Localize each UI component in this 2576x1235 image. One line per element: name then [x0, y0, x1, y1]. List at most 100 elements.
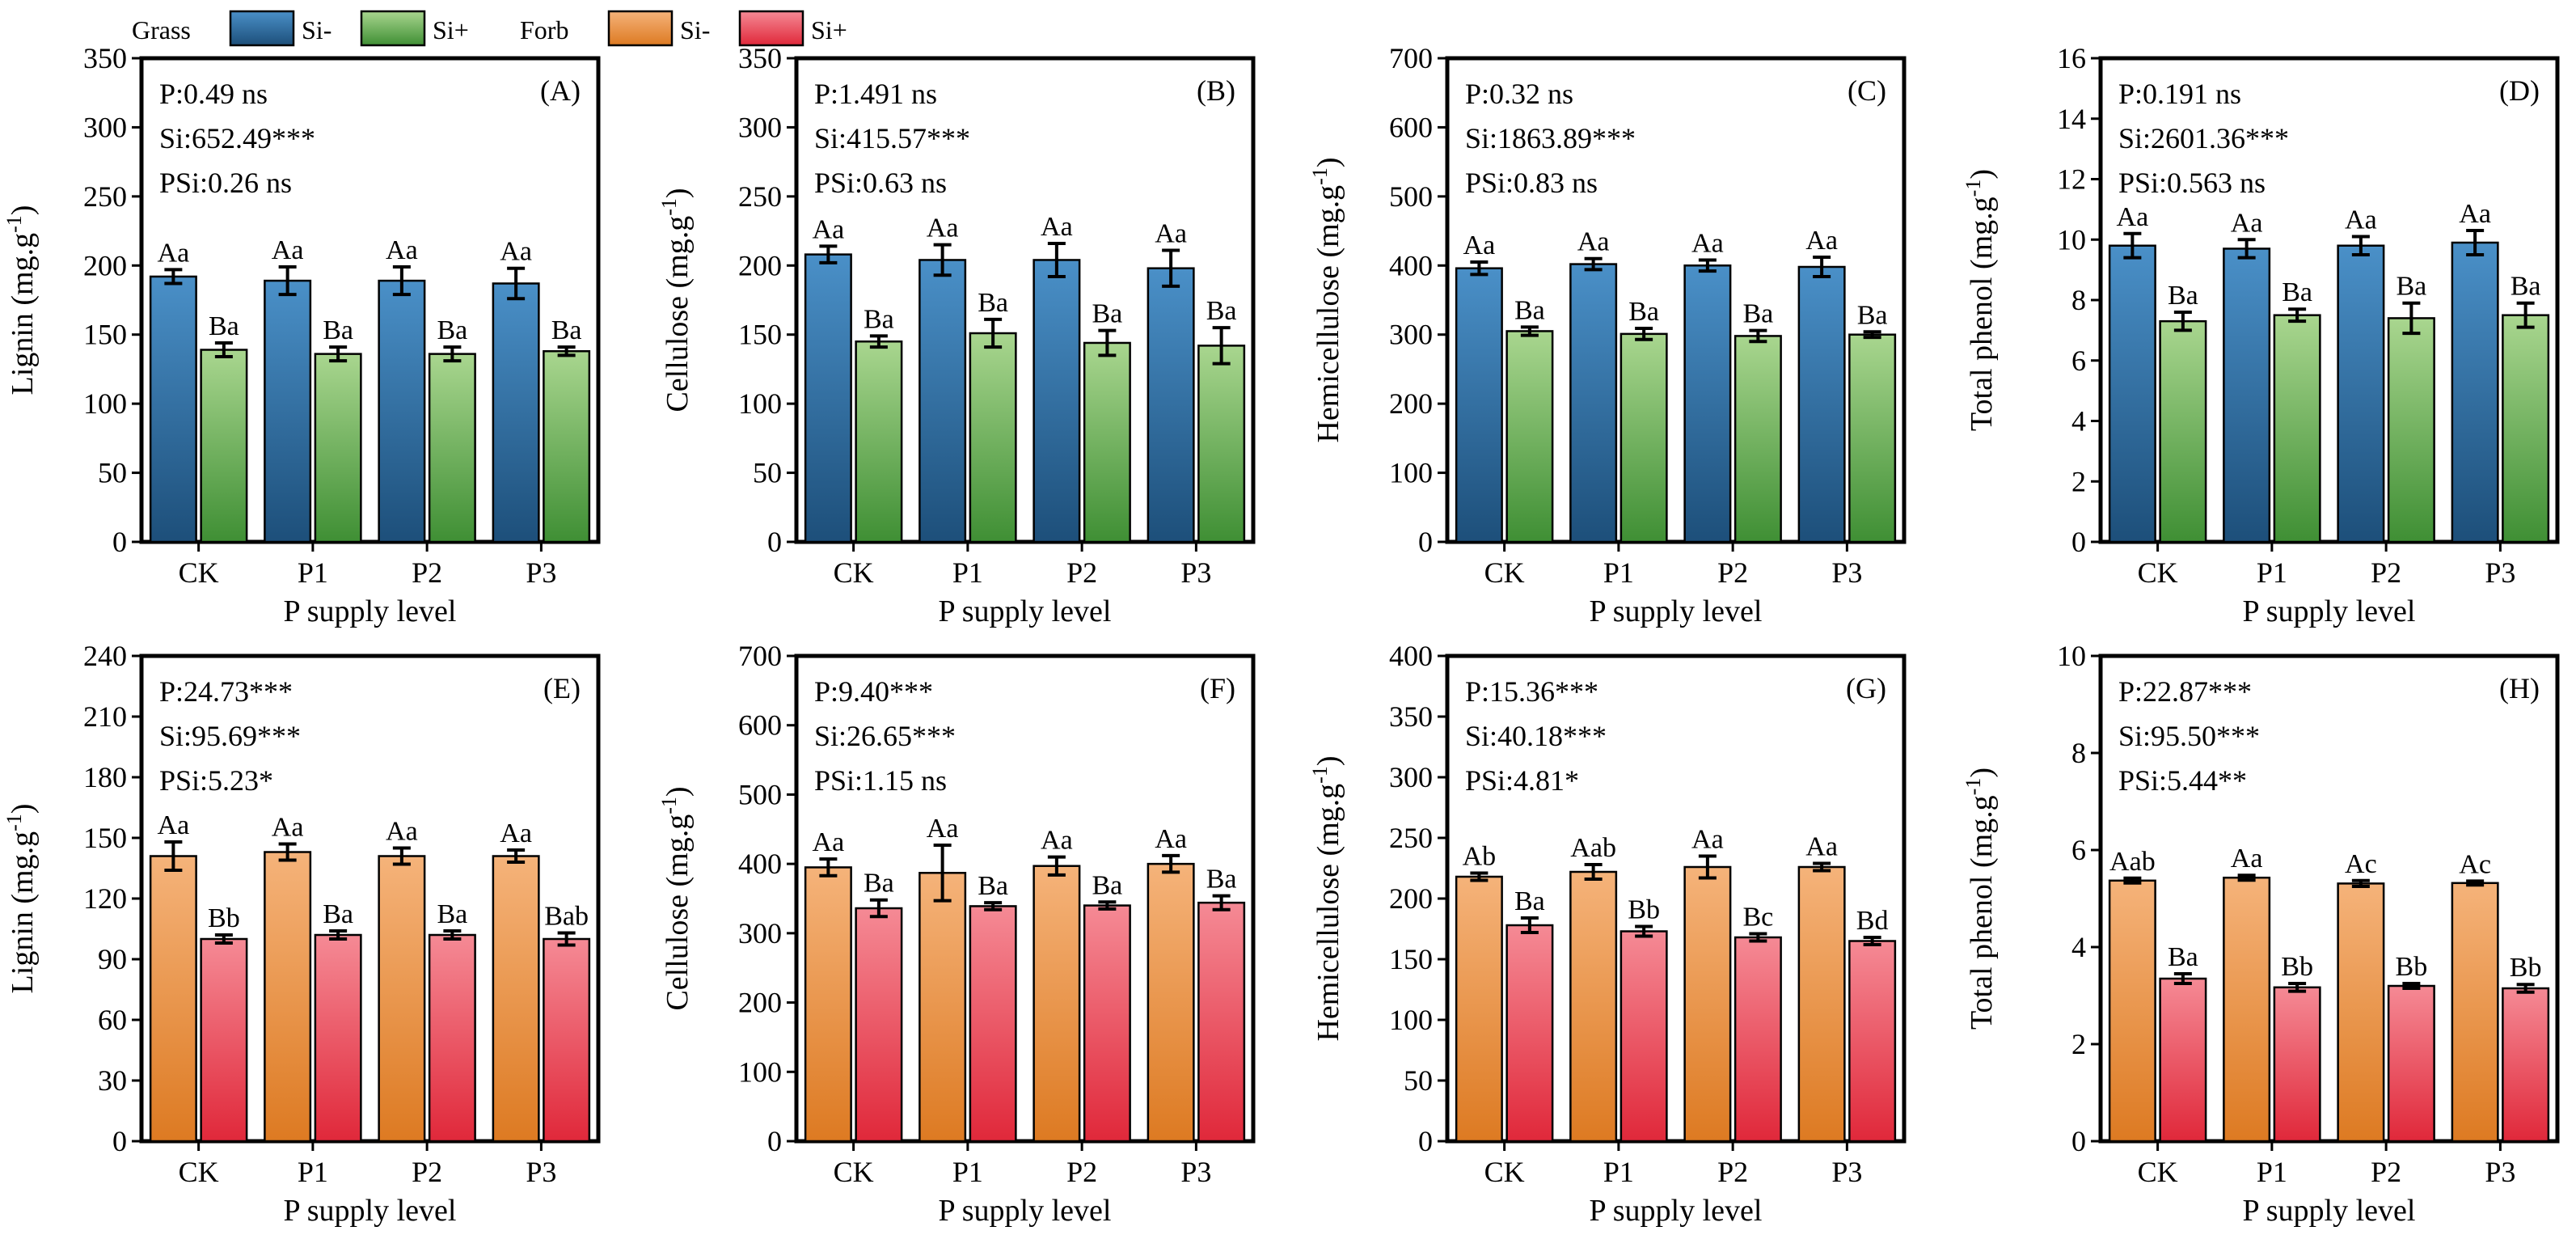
- panel-c-bar-p1-si-minus: [1569, 263, 1618, 543]
- panel-e-bar-ck-si-minus: [149, 855, 197, 1143]
- panel-d-ytick-label: 14: [2057, 103, 2086, 135]
- panel-e-sig-label: Bab: [544, 902, 589, 932]
- panel-b-sig-label: Aa: [1041, 212, 1073, 242]
- panel-d-xtick-label: CK: [2138, 556, 2178, 589]
- panel-h-sig-label: Bb: [2510, 953, 2542, 983]
- panel-e-xtick-label: P3: [526, 1156, 556, 1188]
- panel-h-bar-p1-si-minus: [2223, 876, 2271, 1143]
- panel-c-xtick-label: P3: [1831, 556, 1862, 589]
- panel-b-ytick-label: 200: [738, 249, 782, 281]
- panel-d-bar-p2-si-plus: [2387, 317, 2435, 543]
- legend-label-forb-si-plus: Si+: [811, 15, 847, 44]
- panel-g-stat-0: P:15.36***: [1465, 675, 1598, 708]
- panel-a-sig-label: Ba: [209, 311, 239, 341]
- panel-a-ytick-label: 250: [83, 180, 127, 213]
- panel-e-ytick-label: 150: [83, 822, 127, 854]
- panel-g-xtick-label: CK: [1484, 1156, 1525, 1188]
- panel-a-ytick-label: 200: [83, 249, 127, 281]
- panel-c-ylabel: Hemicellulose (mg.g-1): [1308, 157, 1345, 442]
- panel-h-sig-label: Bb: [2396, 952, 2428, 982]
- panel-b-ytick-label: 0: [767, 526, 782, 558]
- panel-a-bar-p3-si-plus: [543, 349, 591, 543]
- panel-d-sig-label: Aa: [2231, 208, 2263, 238]
- panel-c-sig-label: Aa: [1805, 226, 1838, 256]
- panel-b-bar-ck-si-plus: [855, 340, 903, 543]
- panel-e-sig-label: Ba: [323, 899, 353, 929]
- panel-c-sig-label: Ba: [1514, 295, 1545, 325]
- panel-d-sig-label: Ba: [2168, 281, 2198, 311]
- panel-g-sig-label: Ab: [1463, 842, 1497, 872]
- panel-g-ylabel: Hemicellulose (mg.g-1): [1308, 755, 1345, 1041]
- panel-f-ytick-label: 100: [738, 1055, 782, 1088]
- panel-e-stat-1: Si:95.69***: [159, 720, 301, 752]
- panel-a-ytick-label: 0: [112, 526, 127, 558]
- panel-h-ytick-label: 10: [2057, 640, 2086, 672]
- panel-c-bar-p3-si-plus: [1848, 333, 1897, 543]
- panel-g-xtick-label: P3: [1831, 1156, 1862, 1188]
- panel-d-sig-label: Ba: [2511, 272, 2541, 302]
- panel-e-sig-label: Aa: [500, 818, 532, 848]
- panel-h-frame: [2098, 653, 2560, 1144]
- panel-f-frame: [794, 653, 1256, 1144]
- panel-b-sig-label: Aa: [1155, 218, 1187, 248]
- panel-g-ytick-label: 50: [1404, 1064, 1433, 1097]
- panel-h-ytick-label: 2: [2071, 1028, 2086, 1060]
- panel-g-bar-p1-si-minus: [1569, 870, 1618, 1143]
- panel-g-bar-ck-si-plus: [1505, 924, 1554, 1143]
- panel-a-sig-label: Aa: [500, 237, 532, 267]
- panel-a-ylabel: Lignin (mg.g-1): [2, 205, 40, 395]
- panel-a-xtick-label: P1: [298, 556, 328, 589]
- panel-a-xlabel: P supply level: [284, 594, 457, 628]
- panel-e-bar-p1-si-minus: [264, 851, 312, 1143]
- panel-f-sig-label: Aa: [1155, 824, 1187, 854]
- panel-c-stat-2: PSi:0.83 ns: [1465, 167, 1598, 199]
- panel-b-frame: [794, 56, 1256, 544]
- panel-c-sig-label: Aa: [1463, 231, 1496, 260]
- panel-h-ytick-label: 0: [2071, 1125, 2086, 1157]
- panel-e-ytick-label: 90: [98, 943, 127, 975]
- panel-d-xlabel: P supply level: [2243, 594, 2416, 628]
- legend-label-grass-si-plus: Si+: [433, 15, 469, 44]
- panel-e-ytick-label: 30: [98, 1064, 127, 1097]
- panel-h-stat-1: Si:95.50***: [2118, 720, 2260, 752]
- panel-h-sig-label: Bb: [2281, 952, 2313, 982]
- panel-c-stat-1: Si:1863.89***: [1465, 122, 1636, 154]
- panel-g-frame: [1445, 653, 1907, 1144]
- panel-c-ytick-label: 100: [1389, 457, 1433, 489]
- panel-b-ytick-label: 300: [738, 111, 782, 143]
- panel-d-stat-0: P:0.191 ns: [2118, 78, 2241, 110]
- panel-c-sig-label: Ba: [1742, 299, 1773, 329]
- panel-c-xlabel: P supply level: [1590, 594, 1763, 628]
- panel-c-ytick-label: 400: [1389, 249, 1433, 281]
- panel-d-xtick-label: P3: [2485, 556, 2515, 589]
- panel-b-sig-label: Aa: [813, 214, 845, 244]
- panel-h-xtick-label: P3: [2485, 1156, 2515, 1188]
- panel-c-ytick-label: 300: [1389, 319, 1433, 351]
- panel-g-sig-label: Aa: [1691, 825, 1724, 855]
- panel-d-sig-label: Aa: [2345, 205, 2377, 235]
- panel-c-ytick-label: 200: [1389, 387, 1433, 420]
- panel-a-bar-p3-si-minus: [492, 282, 540, 543]
- legend-group-label-grass: Grass: [132, 15, 191, 44]
- panel-f-bar-ck-si-plus: [855, 907, 903, 1143]
- panel-g-bar-p3-si-minus: [1797, 865, 1846, 1143]
- legend-swatch-forb-si-plus: [738, 10, 804, 47]
- panel-c-sig-label: Aa: [1577, 227, 1610, 257]
- panel-f-bar-p3-si-minus: [1147, 862, 1195, 1143]
- legend-swatch-grass-si-minus: [229, 10, 295, 47]
- panel-d-frame: [2098, 56, 2560, 544]
- panel-d-sig-label: Aa: [2117, 202, 2149, 232]
- panel-e-ylabel: Lignin (mg.g-1): [2, 804, 40, 994]
- panel-h-bar-p1-si-plus: [2273, 986, 2321, 1143]
- panel-c-bar-p3-si-minus: [1797, 265, 1846, 543]
- panel-h-bar-p2-si-minus: [2337, 882, 2385, 1143]
- panel-f-bar-p2-si-plus: [1083, 904, 1131, 1143]
- panel-f-sig-label: Aa: [1041, 826, 1073, 856]
- panel-e-ytick-label: 60: [98, 1004, 127, 1036]
- panel-d-xtick-label: P2: [2371, 556, 2401, 589]
